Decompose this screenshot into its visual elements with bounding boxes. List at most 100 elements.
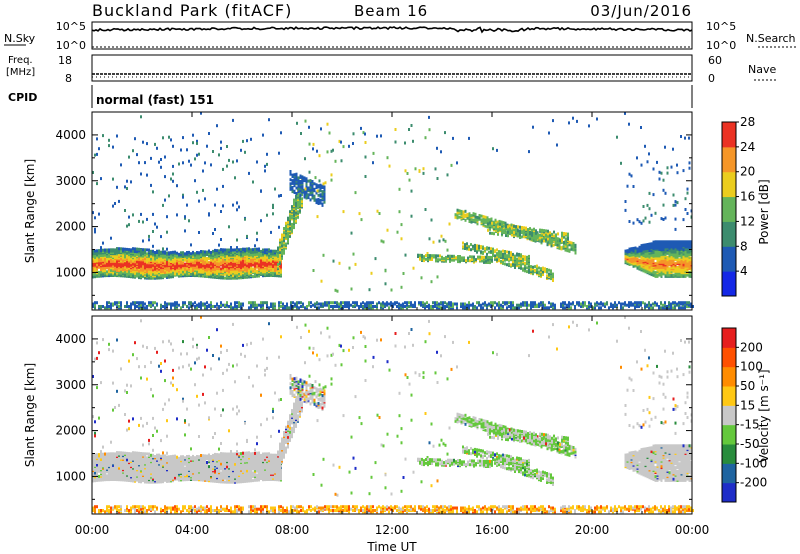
power-cell [264, 248, 266, 252]
power-cell [315, 186, 318, 189]
power-cell [323, 188, 326, 192]
power-cell [432, 240, 435, 244]
power-cell [316, 189, 319, 193]
power-cell [254, 247, 256, 251]
power-cell [486, 252, 488, 256]
power-cell [527, 234, 529, 238]
power-cell [398, 187, 401, 191]
power-cell [480, 245, 482, 249]
power-cell [309, 186, 312, 189]
power-cell [674, 301, 676, 305]
power-cell [628, 257, 631, 261]
noise-right-tick-bottom: 10^0 [706, 39, 736, 52]
power-cell [493, 222, 495, 225]
power-cell [204, 302, 206, 306]
power-cell [100, 248, 102, 252]
power-cell [472, 302, 474, 306]
power-cell [548, 268, 550, 272]
power-cell [646, 258, 649, 262]
power-cell [510, 263, 512, 267]
power-cell [570, 306, 572, 310]
power-cell [250, 301, 252, 305]
power-cell [190, 163, 192, 167]
power-cell [425, 257, 427, 261]
power-cell [532, 301, 534, 305]
power-cell [98, 147, 100, 151]
power-cell [192, 302, 194, 306]
power-cell [498, 301, 500, 305]
power-cell [344, 303, 346, 307]
power-cell [136, 247, 138, 251]
power-cell [664, 269, 667, 273]
power-cell [312, 142, 315, 146]
power-cell [445, 255, 447, 259]
power-cell [516, 303, 518, 307]
power-cell [640, 221, 643, 225]
power-cell [291, 173, 294, 177]
power-cell [194, 179, 196, 183]
power-cell [312, 303, 314, 307]
power-cell [152, 212, 154, 216]
power-cell [450, 301, 452, 305]
power-cell [476, 301, 478, 305]
power-cell [210, 305, 212, 308]
power-cell [520, 235, 523, 239]
power-cell [134, 250, 136, 253]
power-cell [152, 301, 154, 305]
power-cell [130, 180, 132, 184]
power-cell [484, 247, 486, 251]
power-cell [252, 248, 254, 252]
power-cell [258, 247, 260, 251]
power-cell [574, 305, 576, 308]
power-cell [402, 302, 404, 306]
power-cell [126, 179, 128, 183]
power-cell [356, 303, 358, 307]
power-cell [168, 302, 170, 306]
power-cell [188, 301, 190, 305]
power-cell [526, 270, 528, 274]
power-cell [497, 227, 499, 231]
power-cell [542, 266, 544, 270]
power-cell [156, 146, 158, 150]
power-cell [140, 115, 142, 119]
power-cell [220, 248, 222, 252]
power-cell [660, 301, 662, 305]
power-cell [158, 160, 160, 164]
power-cell [474, 243, 476, 247]
power-cell [624, 301, 626, 305]
power-cell [172, 144, 174, 148]
power-cell [568, 305, 570, 308]
power-cell [640, 301, 642, 305]
power-cell [92, 302, 94, 306]
power-cell [554, 243, 557, 246]
power-cell [242, 256, 244, 260]
power-cell [301, 197, 303, 201]
power-cell [289, 182, 292, 186]
noise-left-tick-top: 10^5 [56, 20, 86, 33]
power-cell [186, 203, 188, 207]
power-cell [448, 222, 451, 226]
power-cell [196, 265, 198, 269]
power-cell [218, 262, 220, 266]
power-cell [198, 265, 200, 269]
power-cell [514, 266, 516, 269]
power-cell [114, 202, 116, 205]
power-cell [656, 242, 659, 246]
power-cell [636, 301, 638, 305]
power-cell [650, 306, 652, 310]
power-cell [678, 260, 681, 264]
power-cell [400, 306, 402, 310]
power-cell [632, 262, 635, 266]
power-cell [489, 261, 491, 265]
power-cell [254, 244, 256, 248]
power-cell [431, 254, 433, 258]
power-cell [560, 305, 562, 308]
power-cell [236, 301, 238, 305]
power-cell [550, 274, 552, 278]
power-cell [182, 136, 184, 140]
power-cell [530, 265, 532, 269]
power-cell [210, 251, 212, 254]
power-cell [497, 225, 499, 229]
power-cell [417, 253, 419, 257]
power-cell [490, 301, 492, 305]
